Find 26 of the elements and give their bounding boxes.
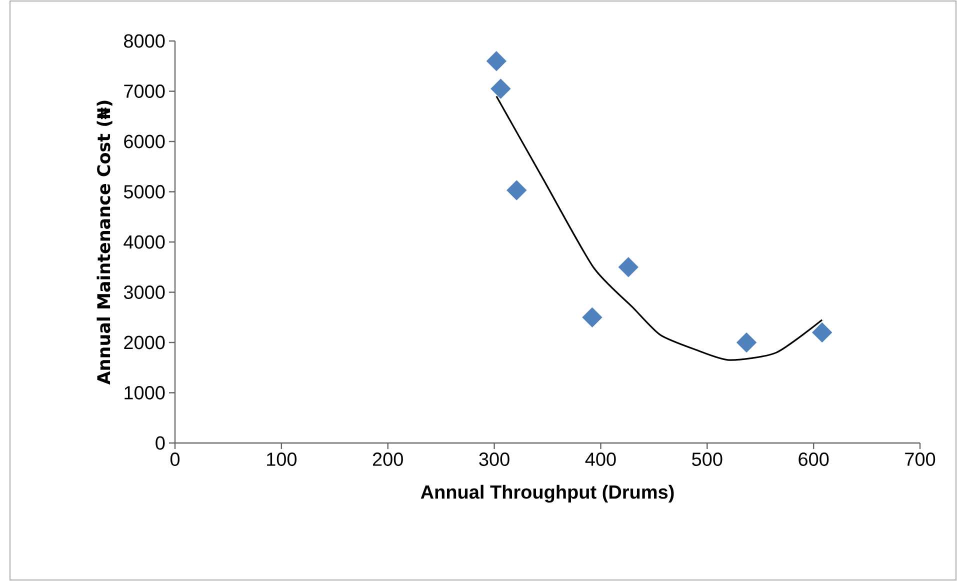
y-tick-label: 7000 xyxy=(124,84,165,98)
point xyxy=(582,307,602,328)
x-tick-label: 500 xyxy=(692,452,722,466)
y-axis-title: Annual Maintenance Cost (₦) xyxy=(96,100,112,385)
x-tick-label: 200 xyxy=(372,452,403,466)
y-tick-label: 2000 xyxy=(124,336,165,350)
x-tick-label: 600 xyxy=(798,452,829,466)
x-axis-title: Annual Throughput (Drums) xyxy=(420,484,674,503)
y-tick-label: 1000 xyxy=(124,386,165,400)
point xyxy=(618,257,638,278)
point xyxy=(486,51,507,72)
x-tick-label: 300 xyxy=(479,452,510,466)
x-tick-label: 0 xyxy=(170,452,180,466)
x-tick-label: 400 xyxy=(585,452,616,466)
y-tick-label: 3000 xyxy=(124,286,165,299)
y-tick-label: 0 xyxy=(156,436,165,450)
x-tick-label: 700 xyxy=(905,452,936,466)
point xyxy=(812,322,832,343)
y-tick-label: 8000 xyxy=(124,34,165,48)
y-tick-label: 4000 xyxy=(124,235,165,249)
point xyxy=(490,78,511,99)
y-tick-label: 5000 xyxy=(124,185,165,198)
x-tick-label: 100 xyxy=(267,452,297,466)
point xyxy=(736,332,757,353)
point xyxy=(506,180,527,200)
y-tick-label: 6000 xyxy=(124,134,165,148)
